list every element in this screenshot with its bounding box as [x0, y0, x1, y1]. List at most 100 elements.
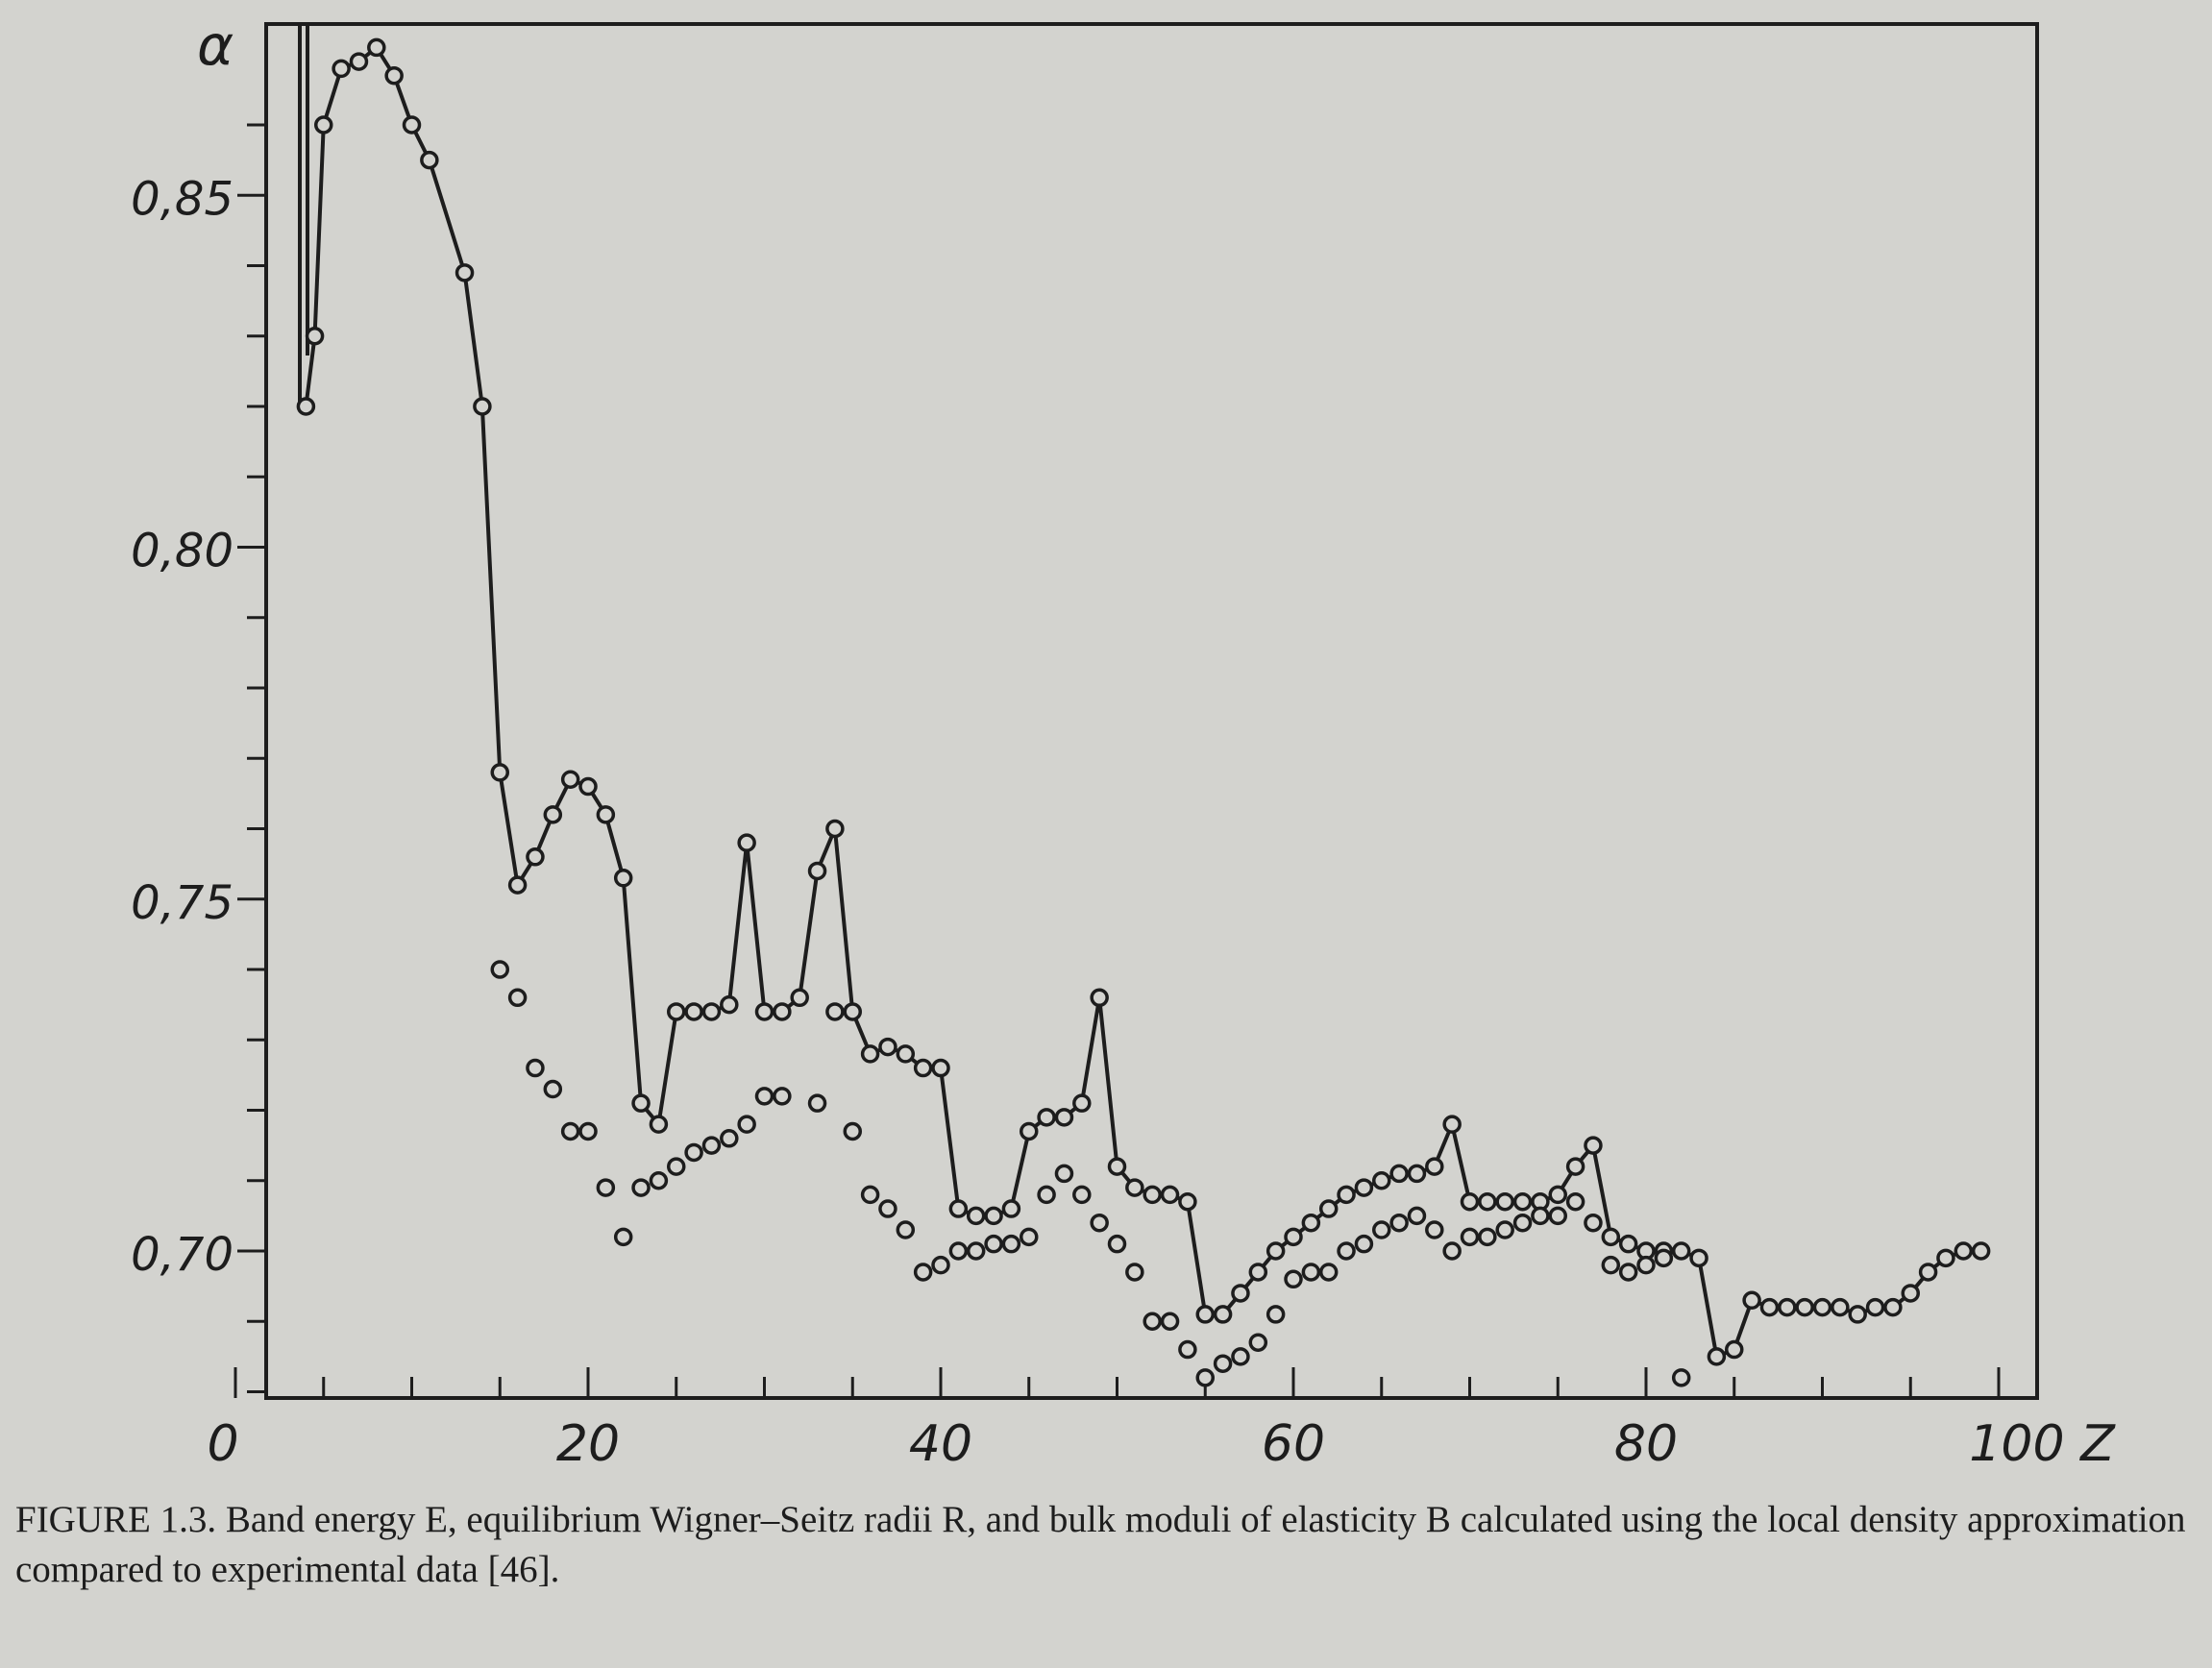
series-open-point — [1671, 1368, 1691, 1387]
series-connected-point — [667, 1002, 686, 1021]
y-tick-label: 0,85 — [131, 172, 233, 226]
series-connected-point — [1072, 1093, 1092, 1113]
series-connected-point — [1689, 1248, 1708, 1268]
series-connected-point — [913, 1058, 933, 1078]
series-connected-point — [1020, 1121, 1039, 1141]
series-open-point — [1548, 1206, 1567, 1226]
series-open-point — [631, 1178, 651, 1197]
series-connected — [296, 37, 1991, 1366]
series-open-point — [737, 1115, 756, 1134]
series-connected-point — [737, 833, 756, 852]
series-connected-point — [1372, 1171, 1391, 1190]
series-open-point — [1531, 1206, 1550, 1226]
series-open-point — [1495, 1220, 1514, 1239]
series-open-point — [754, 1087, 774, 1106]
series-connected-point — [384, 65, 404, 86]
y-tick-label: 0,70 — [131, 1228, 233, 1282]
series-open-point — [1654, 1248, 1674, 1268]
caption-text: Band energy E, equilibrium Wigner–Seitz … — [15, 1499, 2186, 1590]
series-open-point — [1354, 1234, 1374, 1254]
series-open-point — [1054, 1164, 1074, 1184]
series-connected-point — [1512, 1191, 1533, 1212]
x-tick-label: 60 — [1262, 1415, 1325, 1473]
series-open-point — [1125, 1263, 1144, 1282]
series-open-point — [825, 1002, 845, 1021]
series-connected-point — [314, 115, 333, 135]
series-open-point — [807, 1093, 827, 1113]
series-connected-point — [1495, 1191, 1514, 1212]
series-connected-point — [1266, 1241, 1286, 1261]
series-connected-point — [1284, 1227, 1303, 1247]
series-open-circles — [490, 960, 1691, 1387]
series-open-point — [1389, 1213, 1409, 1233]
series-connected-point — [1812, 1297, 1832, 1317]
x-tick-label: 100 Z — [1969, 1415, 2116, 1473]
series-connected-point — [1725, 1339, 1744, 1360]
y-axis-label: α — [197, 12, 233, 78]
series-connected-point — [1918, 1263, 1938, 1282]
series-open-point — [1565, 1191, 1585, 1212]
series-connected-point — [1054, 1108, 1074, 1127]
series-connected-point — [402, 115, 422, 135]
series-connected-point — [631, 1093, 651, 1113]
series-open-point — [1318, 1263, 1339, 1282]
series-connected-point — [1389, 1164, 1409, 1184]
series-connected-point — [1107, 1157, 1127, 1176]
series-connected-point — [349, 52, 369, 71]
series-connected-point — [720, 994, 739, 1015]
series-connected-point — [613, 869, 633, 888]
series-connected-point — [596, 805, 616, 824]
series-connected-point — [1407, 1164, 1427, 1184]
series-connected-point — [490, 763, 509, 782]
caption-label: FIGURE 1.3. — [15, 1499, 217, 1540]
series-connected-point — [807, 861, 827, 881]
series-connected-point — [825, 819, 845, 839]
series-open-point — [1337, 1241, 1356, 1261]
series-open-point — [1160, 1312, 1180, 1331]
series-connected-point — [1301, 1213, 1321, 1233]
series-connected-point — [843, 1002, 862, 1021]
series-connected-point — [1143, 1185, 1162, 1205]
plot-frame — [264, 22, 2039, 1400]
series-connected-point — [507, 875, 528, 895]
series-open-point — [878, 1199, 897, 1218]
series-open-point — [720, 1129, 739, 1148]
series-connected-point — [420, 150, 439, 170]
series-open-point — [1107, 1234, 1127, 1254]
series-open-point — [860, 1185, 880, 1205]
series-open-point — [1284, 1269, 1303, 1289]
series-connected-point — [1971, 1241, 1991, 1261]
series-open-point — [667, 1157, 686, 1176]
series-open-point — [1231, 1347, 1250, 1366]
series-connected-point — [1848, 1305, 1867, 1324]
series-connected-point — [543, 805, 563, 824]
series-connected-point — [1213, 1305, 1233, 1324]
series-open-point — [490, 960, 509, 979]
series-open-point — [966, 1241, 986, 1261]
series-open-point — [1512, 1213, 1533, 1233]
series-connected-point — [1901, 1284, 1920, 1303]
series-open-point — [1266, 1305, 1286, 1324]
series-connected-point — [1795, 1297, 1814, 1317]
series-open-point — [948, 1241, 969, 1261]
series-open-point — [701, 1136, 722, 1155]
series-open-point — [1143, 1312, 1162, 1331]
series-connected-point — [1318, 1199, 1339, 1218]
series-open-point — [1072, 1185, 1092, 1205]
series-open-point — [1001, 1234, 1021, 1254]
series-connected-point — [1778, 1297, 1797, 1317]
series-connected-point — [754, 1002, 774, 1021]
series-connected-point — [305, 327, 325, 346]
series-connected-point — [1865, 1297, 1885, 1317]
series-open-point — [896, 1220, 916, 1239]
series-connected-point — [526, 847, 545, 867]
series-connected-point — [1425, 1157, 1444, 1176]
series-connected-point — [560, 770, 580, 789]
series-open-point — [931, 1255, 950, 1275]
series-open-point — [1618, 1263, 1638, 1282]
series-open-point — [684, 1142, 703, 1163]
series-connected-point — [1178, 1191, 1197, 1212]
series-connected-point — [684, 1002, 703, 1021]
